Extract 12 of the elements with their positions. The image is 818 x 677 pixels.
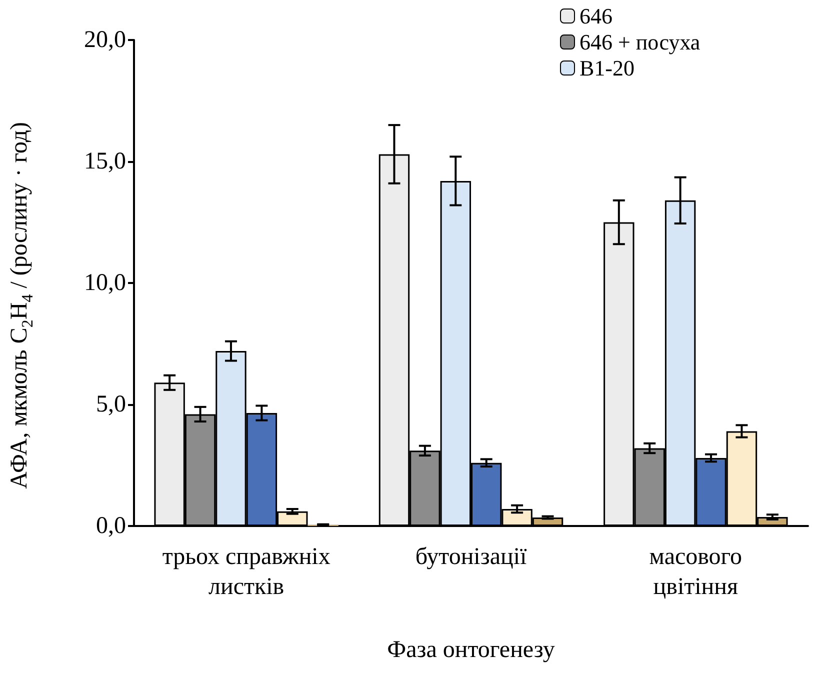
y-tick-label: 5,0 <box>96 392 126 418</box>
legend-label: 646 <box>580 4 612 28</box>
x-tick-label: бутонізації <box>415 544 527 570</box>
y-tick-label: 0,0 <box>96 513 126 539</box>
x-tick-label: масового цвітіння <box>649 544 742 600</box>
x-axis-title: Фаза онтогенезу <box>387 637 555 663</box>
y-tick-label: 20,0 <box>84 27 126 53</box>
legend-label: 646 + посуха <box>580 30 700 54</box>
y-tick-label: 10,0 <box>84 270 126 296</box>
y-tick-label: 15,0 <box>84 148 126 174</box>
legend-label: В1-20 <box>580 56 634 80</box>
x-tick-label: трьох справжніх листків <box>162 544 330 600</box>
